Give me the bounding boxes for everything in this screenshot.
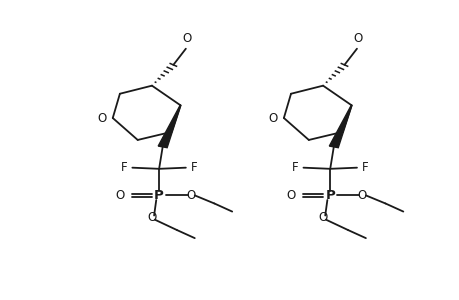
Text: O: O [186,189,196,202]
Text: O: O [268,112,277,124]
Text: O: O [182,32,191,44]
Text: P: P [154,189,163,202]
Text: F: F [362,161,368,174]
Text: O: O [318,211,327,224]
Text: O: O [285,189,295,202]
Polygon shape [329,105,351,148]
Text: O: O [115,189,124,202]
Text: O: O [97,112,106,124]
Polygon shape [158,105,180,148]
Text: F: F [120,161,127,174]
Text: F: F [191,161,197,174]
Text: O: O [147,211,156,224]
Text: F: F [291,161,297,174]
Text: O: O [357,189,366,202]
Text: O: O [353,32,362,44]
Text: P: P [325,189,334,202]
